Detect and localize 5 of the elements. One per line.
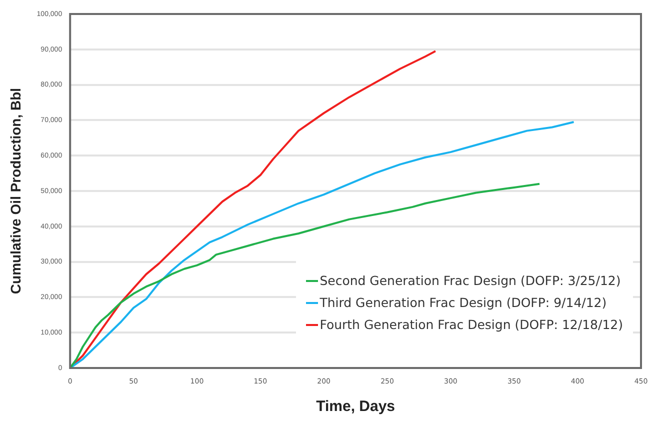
legend-label: Second Generation Frac Design (DOFP: 3/25/12) <box>320 273 621 288</box>
x-axis-title: Time, Days <box>316 398 396 416</box>
y-axis-title: Cumulative Oil Production, Bbl <box>7 88 24 294</box>
legend-label: Fourth Generation Frac Design (DOFP: 12/18/12) <box>320 317 623 332</box>
legend-label: Third Generation Frac Design (DOFP: 9/14/12) <box>320 295 607 310</box>
